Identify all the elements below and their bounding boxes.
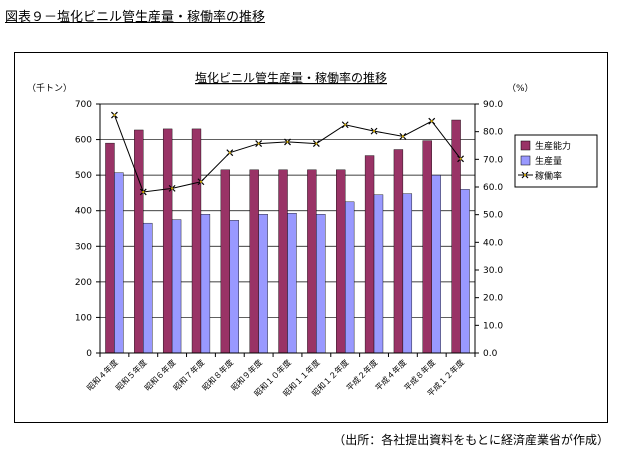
- bar-production: [114, 172, 124, 354]
- rate-point: [341, 121, 349, 129]
- legend-rate-marker: [521, 171, 529, 179]
- legend-label-production: 生産量: [535, 155, 562, 167]
- bar-capacity: [278, 169, 288, 354]
- left-axis-unit: （千トン）: [27, 83, 72, 94]
- bar-production: [344, 201, 355, 354]
- bar-production: [287, 213, 297, 354]
- bar-capacity: [422, 140, 432, 354]
- left-tick-label: 0: [86, 349, 92, 359]
- figure-title: 図表９－塩化ビニル管生産量・稼働率の推移: [5, 10, 266, 25]
- rate-point-center: [459, 157, 462, 160]
- left-axis: 0 100 200 300 400 500 600 700: [75, 100, 475, 359]
- rate-point-center: [315, 142, 318, 145]
- rate-point: [312, 140, 320, 147]
- right-tick-label: 10.0: [483, 321, 503, 331]
- right-tick-label: 40.0: [483, 238, 503, 248]
- bar-capacity: [220, 169, 231, 354]
- rate-point-center: [171, 187, 174, 190]
- bar-production: [402, 193, 413, 354]
- bar-capacity: [105, 142, 115, 354]
- right-tick-label: 0.0: [483, 349, 498, 359]
- rate-point: [168, 184, 176, 192]
- left-tick-label: 500: [75, 171, 92, 181]
- rate-point: [226, 149, 234, 157]
- rate-point: [110, 111, 118, 119]
- rate-point-center: [199, 180, 202, 183]
- right-tick-label: 70.0: [483, 155, 503, 165]
- bar-production: [316, 214, 326, 354]
- right-tick-label: 20.0: [483, 294, 503, 304]
- bar-capacity: [336, 169, 346, 354]
- rate-point: [399, 132, 407, 140]
- rate-point-center: [430, 120, 433, 123]
- bar-production: [229, 220, 239, 354]
- bar-capacity: [307, 169, 317, 354]
- rate-point-center: [373, 130, 376, 133]
- rate-point: [197, 178, 205, 186]
- right-tick-label: 50.0: [483, 211, 503, 221]
- bar-capacity: [249, 169, 259, 354]
- bar-production: [373, 194, 384, 354]
- bar-capacity: [191, 128, 202, 354]
- left-tick-label: 600: [75, 136, 92, 146]
- right-tick-label: 30.0: [483, 266, 503, 276]
- rate-point: [428, 117, 436, 125]
- legend: 生産能力 生産量 稼働率: [514, 134, 598, 188]
- bar-production: [460, 189, 470, 354]
- legend-label-capacity: 生産能力: [535, 140, 571, 152]
- rate-point: [284, 138, 291, 146]
- right-tick-label: 90.0: [483, 100, 503, 110]
- left-tick-label: 300: [75, 242, 92, 252]
- bar-production: [258, 214, 268, 354]
- left-tick-label: 100: [75, 313, 92, 323]
- right-axis-unit: （%）: [507, 83, 534, 94]
- bar-production: [431, 174, 441, 354]
- legend-swatch-rate-marker: [521, 171, 529, 179]
- bar-capacity: [393, 149, 404, 354]
- rate-point: [370, 127, 378, 135]
- rate-point-center: [286, 140, 289, 143]
- legend-swatch-production: [520, 155, 531, 166]
- legend-rate-marker-center: [524, 174, 526, 176]
- rate-point-center: [257, 142, 260, 145]
- bar-production: [200, 214, 211, 354]
- chart-frame: 塩化ビニル管生産量・稼働率の推移 （千トン） （%） 0 100 200 300 400…: [14, 52, 608, 423]
- rate-point-center: [113, 114, 116, 117]
- bar-capacity: [451, 119, 461, 354]
- rate-point: [457, 155, 465, 163]
- bar-capacity: [364, 155, 375, 354]
- rate-point-center: [401, 135, 404, 138]
- right-axis: 0.0 10.0 20.0 30.0 40.0 50.0 60.0 70.0 80.0 90.0: [474, 100, 503, 359]
- right-tick-label: 60.0: [483, 183, 503, 193]
- legend-swatch-capacity: [520, 140, 531, 151]
- x-axis: 昭和４年度昭和５年度昭和６年度昭和７年度昭和８年度昭和９年度昭和１０年度昭和１１…: [84, 353, 476, 398]
- bar-capacity: [162, 128, 173, 354]
- bar-production: [143, 222, 153, 354]
- chart-title: 塩化ビニル管生産量・稼働率の推移: [195, 70, 387, 85]
- left-tick-label: 200: [75, 278, 92, 288]
- left-tick-label: 700: [75, 100, 92, 110]
- bar-production: [171, 219, 182, 354]
- rate-point-center: [228, 151, 231, 154]
- rate-point: [139, 188, 147, 196]
- rate-point: [255, 140, 263, 147]
- rate-point-center: [142, 190, 145, 193]
- rate-line-group: [110, 111, 465, 196]
- left-tick-label: 400: [75, 207, 92, 217]
- rate-point-center: [344, 123, 347, 126]
- right-tick-label: 80.0: [483, 128, 503, 138]
- bar-capacity: [134, 129, 144, 354]
- source-note: （出所：各社提出資料をもとに経済産業省が作成）: [333, 433, 609, 447]
- legend-label-rate: 稼働率: [535, 170, 562, 182]
- chart-svg: 塩化ビニル管生産量・稼働率の推移 （千トン） （%） 0 100 200 300 400…: [27, 70, 598, 398]
